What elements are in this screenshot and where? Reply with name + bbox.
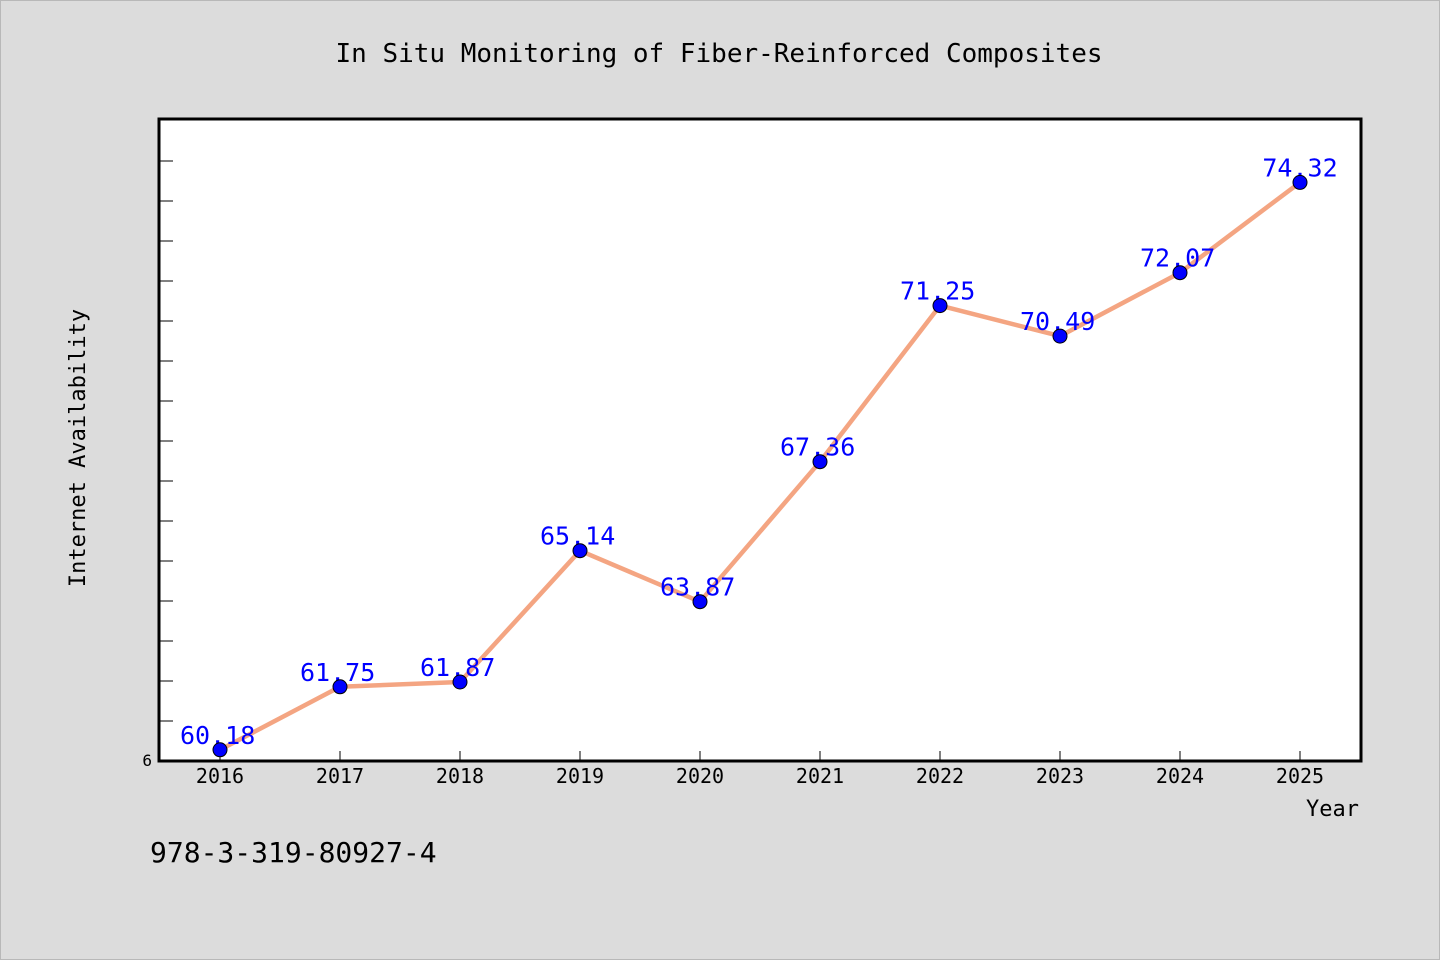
data-point	[452, 674, 468, 690]
x-tick-label: 2021	[796, 764, 844, 788]
data-point	[212, 742, 228, 758]
data-markers	[212, 174, 1308, 758]
x-tick-label: 2024	[1156, 764, 1204, 788]
x-tick-label: 2023	[1036, 764, 1084, 788]
data-point	[692, 594, 708, 610]
x-tick-label: 2016	[196, 764, 244, 788]
x-tick-label: 2020	[676, 764, 724, 788]
x-axis-ticks: 2016 2017 2018 2019 2020 2021 2022 2023 2024 2025	[196, 751, 1324, 788]
y-axis-ticks	[159, 160, 173, 762]
isbn-text: 978-3-319-80927-4	[150, 836, 437, 869]
data-point	[812, 454, 828, 470]
chart-title: In Situ Monitoring of Fiber-Reinforced C…	[335, 39, 1102, 69]
x-tick-label: 2018	[436, 764, 484, 788]
x-axis-label: Year	[1306, 797, 1359, 822]
x-tick-label: 2017	[316, 764, 364, 788]
series-line	[217, 180, 1303, 753]
y-tick-label: 6	[142, 751, 152, 770]
data-point	[572, 543, 588, 559]
data-point	[332, 679, 348, 695]
y-axis-label: Internet Availability	[66, 309, 91, 587]
plot-area	[157, 117, 1363, 763]
x-tick-label: 2025	[1276, 764, 1324, 788]
x-tick-label: 2019	[556, 764, 604, 788]
data-point	[1052, 328, 1068, 344]
x-tick-label: 2022	[916, 764, 964, 788]
data-point	[1172, 265, 1188, 281]
data-point	[932, 298, 948, 314]
data-point	[1292, 174, 1308, 190]
